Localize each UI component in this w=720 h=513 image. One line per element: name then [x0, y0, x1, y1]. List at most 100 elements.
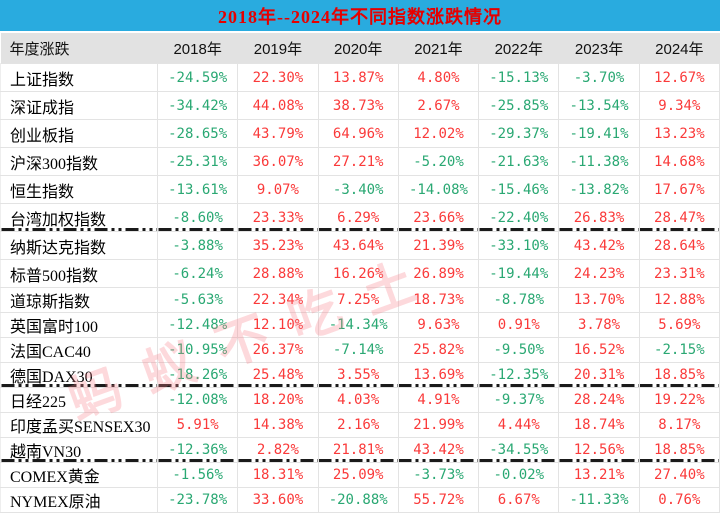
value-cell: -5.63% — [156, 287, 239, 313]
value-cell: -3.73% — [397, 462, 480, 488]
row-label: 沪深300指数 — [0, 147, 158, 176]
value-cell: 2.82% — [237, 437, 319, 463]
value-cell: -3.88% — [156, 231, 239, 260]
value-cell: 35.23% — [237, 231, 319, 260]
value-cell: 44.08% — [237, 91, 319, 120]
value-cell: -28.65% — [156, 119, 239, 148]
table-row: 恒生指数 -13.61% 9.07% -3.40% -14.08% -15.46% -13.… — [0, 175, 720, 204]
table-row: 印度孟买SENSEX30 5.91% 14.38% 2.16% 21.99% 4.44% 1… — [0, 412, 720, 438]
value-cell: 6.29% — [317, 203, 399, 232]
value-cell: 26.37% — [237, 337, 319, 363]
value-cell: -0.02% — [478, 462, 560, 488]
value-cell: -21.63% — [478, 147, 560, 176]
value-cell: 27.40% — [638, 462, 720, 488]
value-cell: 55.72% — [397, 487, 480, 513]
value-cell: 12.88% — [638, 287, 720, 313]
row-label: 德国DAX30 — [0, 362, 158, 388]
value-cell: 14.68% — [638, 147, 720, 176]
table-row: 创业板指 -28.65% 43.79% 64.96% 12.02% -29.37% -19.… — [0, 119, 720, 148]
table-row: 沪深300指数 -25.31% 36.07% 27.21% -5.20% -21.63% -… — [0, 147, 720, 176]
value-cell: 16.52% — [558, 337, 640, 363]
header-cell-2024: 2024年 — [639, 33, 720, 64]
value-cell: 23.33% — [237, 203, 319, 232]
value-cell: -1.56% — [156, 462, 239, 488]
value-cell: -10.95% — [156, 337, 239, 363]
row-label: COMEX黄金 — [0, 462, 158, 488]
value-cell: 25.09% — [317, 462, 399, 488]
value-cell: -33.10% — [478, 231, 560, 260]
value-cell: -29.37% — [478, 119, 560, 148]
value-cell: -9.37% — [478, 387, 560, 413]
header-cell-2021: 2021年 — [398, 33, 479, 64]
value-cell: 7.25% — [317, 287, 399, 313]
value-cell: -9.50% — [478, 337, 560, 363]
value-cell: 36.07% — [237, 147, 319, 176]
value-cell: 28.64% — [638, 231, 720, 260]
row-label: 法国CAC40 — [0, 337, 158, 363]
table-row: 标普500指数 -6.24% 28.88% 16.26% 26.89% -19.44% 24… — [0, 259, 720, 288]
value-cell: -11.33% — [558, 487, 640, 513]
value-cell: 18.31% — [237, 462, 319, 488]
value-cell: 13.69% — [397, 362, 480, 388]
table-row: 纳斯达克指数 -3.88% 35.23% 43.64% 21.39% -33.10% 43.… — [0, 231, 720, 260]
value-cell: 8.17% — [638, 412, 720, 438]
value-cell: 28.24% — [558, 387, 640, 413]
value-cell: -11.38% — [558, 147, 640, 176]
value-cell: 18.20% — [237, 387, 319, 413]
value-cell: 3.78% — [558, 312, 640, 338]
value-cell: 9.07% — [237, 175, 319, 204]
value-cell: 18.85% — [638, 362, 720, 388]
value-cell: 13.87% — [317, 63, 399, 92]
value-cell: 6.67% — [478, 487, 560, 513]
value-cell: -15.46% — [478, 175, 560, 204]
value-cell: 13.21% — [558, 462, 640, 488]
table-row: 德国DAX30 -18.26% 25.48% 3.55% 13.69% -12.35% 20… — [0, 362, 720, 388]
row-label: 上证指数 — [0, 63, 158, 92]
value-cell: -23.78% — [156, 487, 239, 513]
value-cell: 9.34% — [638, 91, 720, 120]
value-cell: -12.35% — [478, 362, 560, 388]
value-cell: 28.47% — [638, 203, 720, 232]
row-label: 日经225 — [0, 387, 158, 413]
value-cell: 18.73% — [397, 287, 480, 313]
value-cell: 17.67% — [638, 175, 720, 204]
value-cell: 14.38% — [237, 412, 319, 438]
value-cell: -7.14% — [317, 337, 399, 363]
value-cell: 21.99% — [397, 412, 480, 438]
value-cell: -24.59% — [156, 63, 239, 92]
value-cell: 24.23% — [558, 259, 640, 288]
table-row: 台湾加权指数 -8.60% 23.33% 6.29% 23.66% -22.40% 26.8… — [0, 203, 720, 232]
value-cell: -2.15% — [638, 337, 720, 363]
header-cell-2018: 2018年 — [157, 33, 238, 64]
value-cell: -25.31% — [156, 147, 239, 176]
value-cell: -34.55% — [478, 437, 560, 463]
value-cell: 19.22% — [638, 387, 720, 413]
value-cell: 43.64% — [317, 231, 399, 260]
value-cell: 9.63% — [397, 312, 480, 338]
value-cell: -13.61% — [156, 175, 239, 204]
value-cell: 43.42% — [558, 231, 640, 260]
value-cell: 38.73% — [317, 91, 399, 120]
value-cell: 12.02% — [397, 119, 480, 148]
value-cell: 22.30% — [237, 63, 319, 92]
table-row: 英国富时100 -12.48% 12.10% -14.34% 9.63% 0.91% 3.7… — [0, 312, 720, 338]
table-row: 日经225 -12.08% 18.20% 4.03% 4.91% -9.37% 28.24%… — [0, 387, 720, 413]
value-cell: -6.24% — [156, 259, 239, 288]
value-cell: 16.26% — [317, 259, 399, 288]
value-cell: -19.44% — [478, 259, 560, 288]
value-cell: 3.55% — [317, 362, 399, 388]
table-title: 2018年--2024年不同指数涨跌情况 — [218, 6, 502, 27]
table-row: 法国CAC40 -10.95% 26.37% -7.14% 25.82% -9.50% 16… — [0, 337, 720, 363]
table-row: 越南VN30 -12.36% 2.82% 21.81% 43.42% -34.55% 12.… — [0, 437, 720, 463]
value-cell: 4.44% — [478, 412, 560, 438]
header-cell-2019: 2019年 — [237, 33, 319, 64]
value-cell: 4.80% — [397, 63, 480, 92]
table-row: COMEX黄金 -1.56% 18.31% 25.09% -3.73% -0.02% 13.… — [0, 462, 720, 488]
value-cell: -34.42% — [156, 91, 239, 120]
table-row: 上证指数 -24.59% 22.30% 13.87% 4.80% -15.13% -3.70… — [0, 63, 720, 92]
value-cell: 27.21% — [317, 147, 399, 176]
value-cell: 0.91% — [478, 312, 560, 338]
value-cell: 18.74% — [558, 412, 640, 438]
value-cell: 25.82% — [397, 337, 480, 363]
value-cell: 5.69% — [638, 312, 720, 338]
